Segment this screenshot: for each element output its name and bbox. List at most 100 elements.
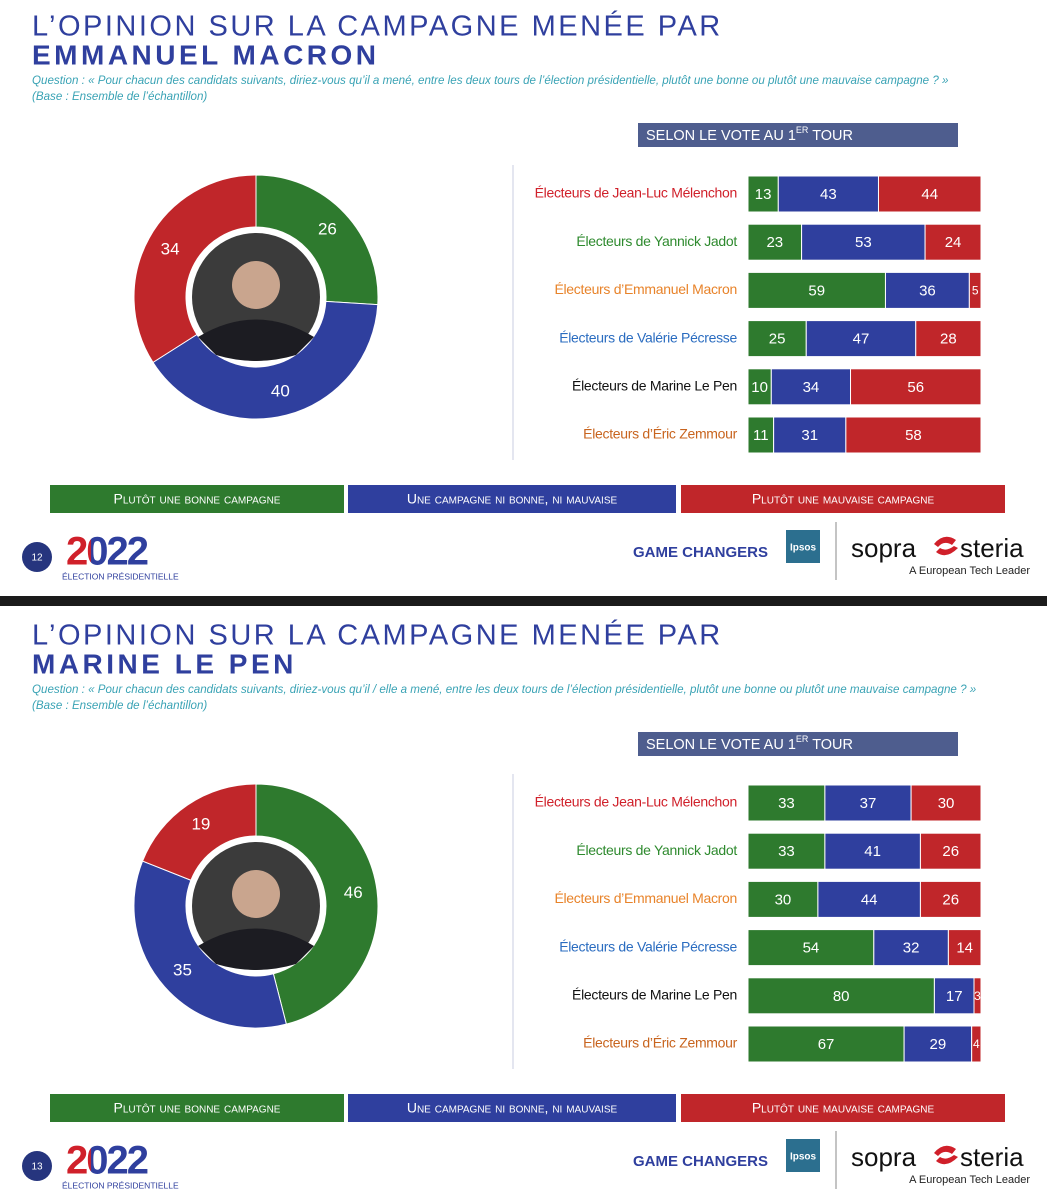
category-label: Électeurs de Yannick Jadot xyxy=(576,842,737,858)
bar-value: 23 xyxy=(766,234,783,251)
category-label: Électeurs d’Emmanuel Macron xyxy=(554,890,737,906)
tagline: A European Tech Leader xyxy=(909,565,1030,577)
donut-label: 40 xyxy=(271,381,290,400)
bar-value: 25 xyxy=(769,331,786,348)
bar-header-sup: ER xyxy=(796,734,809,744)
donut-label: 34 xyxy=(161,239,180,258)
bar-segment xyxy=(919,880,982,918)
bar-header-text: SELON LE VOTE AU 1 xyxy=(646,737,796,753)
legend-label: Plutôt une mauvaise campagne xyxy=(752,1100,935,1116)
bar-segment xyxy=(903,1025,973,1063)
bar-value: 44 xyxy=(921,186,938,203)
bar-value: 58 xyxy=(905,427,922,444)
bar-value: 29 xyxy=(930,1036,947,1053)
sopra: sopra xyxy=(851,1142,917,1172)
bar-segment xyxy=(850,368,982,406)
ipsos-logo-bg xyxy=(786,530,820,563)
bar-segment xyxy=(877,175,982,213)
bar-value: 32 xyxy=(903,940,920,957)
bar-segment xyxy=(824,784,912,822)
legend-label: Plutôt une bonne campagne xyxy=(114,491,281,507)
bar-segment xyxy=(805,320,917,358)
category-label: Électeurs d’Éric Zemmour xyxy=(583,1035,737,1051)
bar-segment xyxy=(910,784,982,822)
bar-header-bg xyxy=(638,732,958,756)
bar-header-end: TOUR xyxy=(808,128,853,144)
bar-segment xyxy=(747,416,775,454)
bar-value: 67 xyxy=(818,1036,835,1053)
question: Question : « Pour chacun des candidats s… xyxy=(32,683,976,696)
bar-header-bg xyxy=(638,123,958,147)
bar-value: 34 xyxy=(803,379,820,396)
category-label: Électeurs de Marine Le Pen xyxy=(572,987,737,1003)
bar-segment xyxy=(947,929,982,967)
bar-value: 36 xyxy=(919,282,936,299)
category-label: Électeurs d’Éric Zemmour xyxy=(583,426,737,442)
bar-value: 5 xyxy=(972,284,979,298)
page-badge xyxy=(22,1151,52,1181)
bar-segment xyxy=(884,271,970,309)
bar-segment xyxy=(915,320,982,358)
bar-header: SELON LE VOTE AU 1ER TOUR xyxy=(646,734,853,752)
sopra: sopra xyxy=(851,533,917,563)
photo-face xyxy=(232,870,280,918)
bar-segment xyxy=(968,271,982,309)
logo-year: 2022 xyxy=(66,530,148,574)
logo-year: 2022 xyxy=(66,1139,148,1183)
photo-face xyxy=(232,261,280,309)
slide-title: L’OPINION SUR LA CAMPAGNE MENÉE PAR xyxy=(32,619,723,652)
bar-value: 44 xyxy=(861,891,878,908)
bar-value: 53 xyxy=(855,234,872,251)
bar-value: 33 xyxy=(778,843,795,860)
photo-shoulders xyxy=(198,319,314,361)
bar-segment xyxy=(747,320,807,358)
logo-caption: ÉLECTION PRÉSIDENTIELLE xyxy=(62,571,179,581)
bar-header-sup: ER xyxy=(796,125,809,135)
bar-value: 28 xyxy=(940,331,957,348)
bar-segment xyxy=(747,784,826,822)
category-label: Électeurs de Jean-Luc Mélenchon xyxy=(535,185,737,201)
donut-segment xyxy=(133,174,257,364)
slide-title: L’OPINION SUR LA CAMPAGNE MENÉE PAR xyxy=(32,10,723,43)
bar-value: 14 xyxy=(956,940,973,957)
bar-segment xyxy=(747,880,819,918)
bar-segment xyxy=(971,1025,982,1063)
base-note: (Base : Ensemble de l’échantillon) xyxy=(32,699,207,712)
question: Question : « Pour chacun des candidats s… xyxy=(32,74,948,87)
photo-shoulders xyxy=(198,928,314,970)
page-number: 13 xyxy=(31,1162,43,1173)
legend-swatch xyxy=(348,1094,676,1122)
bar-segment xyxy=(873,929,949,967)
bar-segment xyxy=(747,223,803,261)
bar-value: 26 xyxy=(942,843,959,860)
bar-segment xyxy=(770,368,852,406)
legend-label: Une campagne ni bonne, ni mauvaise xyxy=(407,491,618,507)
bar-value: 17 xyxy=(946,988,963,1005)
bar-segment xyxy=(933,977,975,1015)
donut-label: 35 xyxy=(173,960,192,979)
game-changers: GAME CHANGERS xyxy=(633,544,768,561)
sopra-steria-mark xyxy=(934,1145,958,1165)
legend-swatch xyxy=(50,485,344,513)
slide-separator xyxy=(0,596,1047,606)
steria: steria xyxy=(960,533,1024,563)
bar-header-end: TOUR xyxy=(808,737,853,753)
bar-value: 24 xyxy=(945,234,962,251)
category-label: Électeurs de Valérie Pécresse xyxy=(559,329,737,345)
category-label: Électeurs de Valérie Pécresse xyxy=(559,938,737,954)
ipsos-logo: Ipsos xyxy=(790,543,817,554)
category-label: Électeurs de Marine Le Pen xyxy=(572,378,737,394)
bar-value: 54 xyxy=(803,940,820,957)
tagline: A European Tech Leader xyxy=(909,1174,1030,1186)
legend-swatch xyxy=(348,485,676,513)
bar-value: 47 xyxy=(853,331,870,348)
bar-value: 4 xyxy=(973,1037,980,1051)
ipsos-logo: Ipsos xyxy=(790,1152,817,1163)
logo-caption: ÉLECTION PRÉSIDENTIELLE xyxy=(62,1180,179,1190)
bar-header: SELON LE VOTE AU 1ER TOUR xyxy=(646,125,853,143)
donut-label: 46 xyxy=(344,883,363,902)
bar-value: 30 xyxy=(775,891,792,908)
legend-label: Une campagne ni bonne, ni mauvaise xyxy=(407,1100,618,1116)
